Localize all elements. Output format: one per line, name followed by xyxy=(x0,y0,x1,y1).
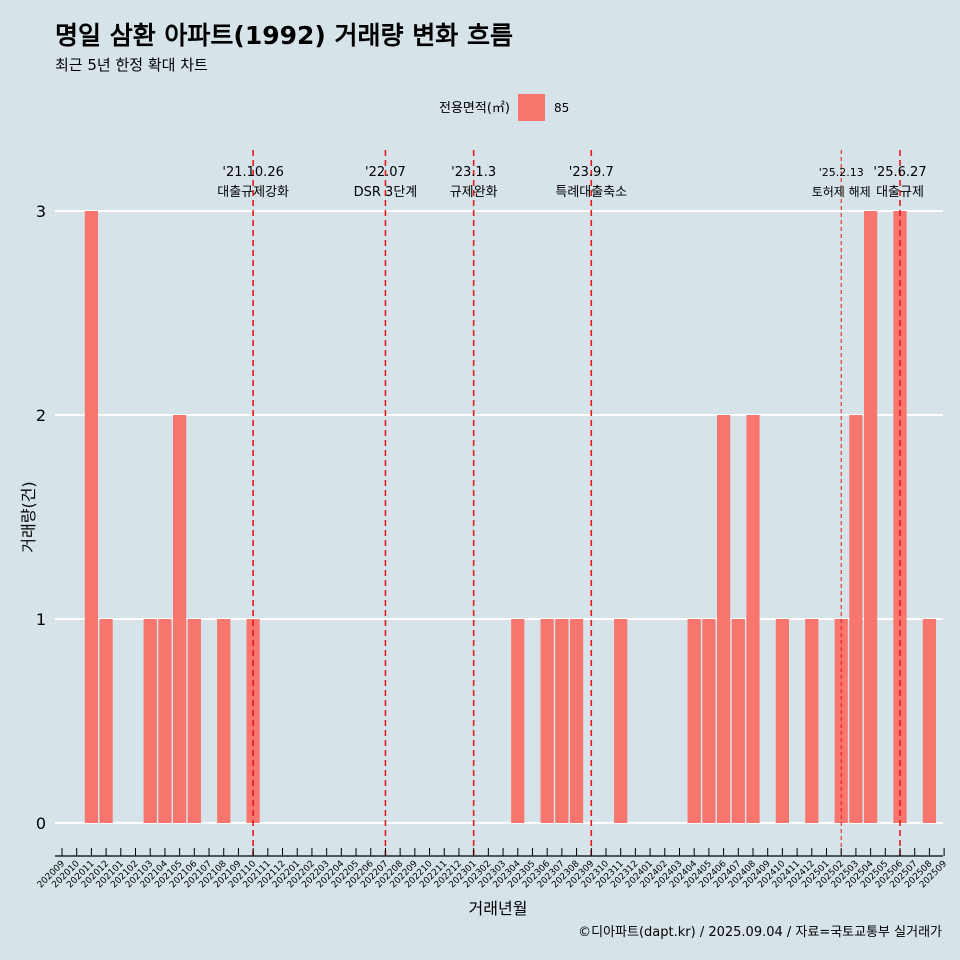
legend-label: 85 xyxy=(554,101,569,115)
bar xyxy=(173,415,187,823)
annotation-label: 대출규제강화 xyxy=(217,185,289,200)
y-tick-label: 2 xyxy=(36,406,46,425)
y-tick-label: 0 xyxy=(36,814,46,833)
annotation-label: 특례대출축소 xyxy=(555,185,627,200)
bar xyxy=(143,619,157,823)
legend-swatch xyxy=(518,94,545,121)
bar xyxy=(99,619,113,823)
annotation-date: '21.10.26 xyxy=(222,165,283,180)
annotation-date: '23.1.3 xyxy=(451,165,496,180)
x-axis: 2020092020102020112020122021012021022021… xyxy=(36,848,949,890)
annotation-label: 토허제 해제 xyxy=(812,185,871,199)
bar xyxy=(687,619,701,823)
bar xyxy=(540,619,554,823)
annotation-label: DSR 3단계 xyxy=(354,185,418,200)
chart-title: 명일 삼환 아파트(1992) 거래량 변화 흐름 xyxy=(55,21,513,50)
annotation-label: 대출규제 xyxy=(876,185,924,200)
legend-title: 전용면적(㎡) xyxy=(439,101,510,116)
y-tick-label: 1 xyxy=(36,610,46,629)
y-axis-ticks: 0 1 2 3 xyxy=(36,202,46,833)
bar xyxy=(187,619,201,823)
bar xyxy=(731,619,745,823)
annotation-date: '22.07 xyxy=(365,165,406,180)
legend: 전용면적(㎡) 85 xyxy=(439,94,569,121)
bar xyxy=(555,619,569,823)
bar xyxy=(569,619,584,823)
bar xyxy=(922,619,937,823)
bars xyxy=(84,211,937,823)
annotation-label: 규제완화 xyxy=(450,185,498,200)
x-axis-label: 거래년월 xyxy=(469,899,528,918)
bar xyxy=(614,619,628,823)
annotation-date: '25.2.13 xyxy=(819,166,864,179)
y-tick-label: 3 xyxy=(36,202,46,221)
annotations: '21.10.26 대출규제강화 '22.07 DSR 3단계 '23.1.3 규제완화 '… xyxy=(217,150,927,856)
bar xyxy=(863,211,878,823)
bar xyxy=(702,619,716,823)
grid xyxy=(55,210,943,824)
bar xyxy=(217,619,231,823)
chart-subtitle: 최근 5년 한정 확대 차트 xyxy=(55,56,208,74)
bar xyxy=(893,211,907,823)
caption: ©디아파트(dapt.kr) / 2025.09.04 / 자료=국토교통부 실… xyxy=(578,925,942,940)
y-axis-label: 거래량(건) xyxy=(19,481,38,552)
bar xyxy=(775,619,790,823)
annotation-date: '25.6.27 xyxy=(873,165,926,180)
bar xyxy=(716,415,731,823)
bar xyxy=(849,415,863,823)
bar xyxy=(805,619,819,823)
annotation-date: '23.9.7 xyxy=(569,165,614,180)
bar xyxy=(84,211,99,823)
bar xyxy=(158,619,172,823)
bar xyxy=(746,415,760,823)
bar xyxy=(511,619,525,823)
